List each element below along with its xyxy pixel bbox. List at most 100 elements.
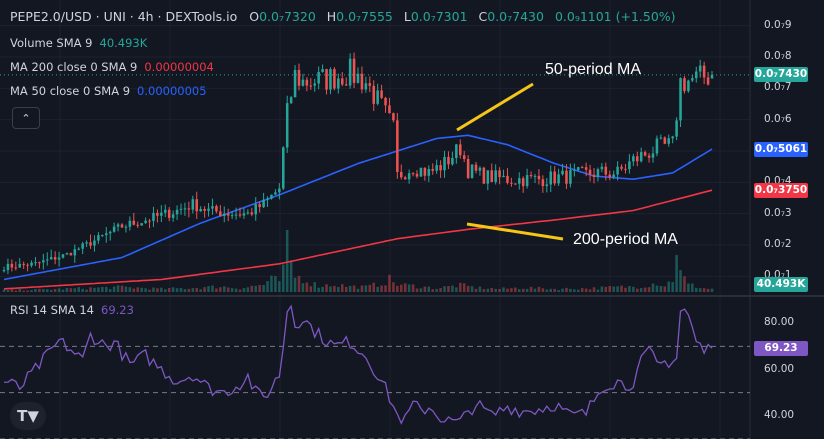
candle-body (297, 70, 301, 86)
legend-rsi[interactable]: RSI 14 SMA 14 69.23 (10, 303, 134, 317)
candle-body (639, 152, 643, 162)
collapse-legend-button[interactable]: ⌃ (12, 107, 40, 129)
candle-body (679, 78, 682, 121)
candle-body (427, 169, 431, 176)
candle-body (108, 231, 112, 234)
volume-bar (364, 285, 368, 292)
volume-bars (2, 230, 714, 292)
legend-volume[interactable]: Volume SMA 9 40.493K (10, 36, 147, 50)
candle-body (632, 156, 635, 162)
volume-bar (222, 286, 226, 292)
volume-bar (380, 285, 383, 292)
candle-body (549, 171, 553, 185)
volume-bar (443, 286, 446, 292)
volume-bar (616, 286, 619, 292)
volume-bar (541, 288, 545, 292)
volume-bar (588, 289, 592, 292)
volume-bar (175, 288, 179, 292)
legend-ma200[interactable]: MA 200 close 0 SMA 9 0.00000004 (10, 60, 214, 74)
volume-bar (612, 286, 615, 292)
volume-bar (663, 286, 667, 292)
o-value: 0.0₇7320 (259, 9, 316, 24)
price-tick-label: 0.0₇7 (764, 81, 792, 94)
candle-body (69, 253, 73, 256)
candle-body (506, 175, 509, 183)
volume-bar (643, 287, 647, 292)
rsi-tick-label: 60.00 (764, 362, 795, 375)
candle-body (348, 58, 352, 86)
candle-body (148, 220, 151, 222)
price-tag: 0.0₇7430 (754, 67, 808, 83)
candle-body (81, 243, 84, 249)
candle-body (694, 71, 698, 79)
ma200-line (3, 189, 713, 290)
volume-bar (69, 288, 73, 292)
candle-body (360, 73, 364, 90)
candle-body (238, 214, 242, 216)
price-tick-label: 0.0₇6 (764, 112, 792, 125)
candle-body (274, 192, 277, 195)
legend-ma50[interactable]: MA 50 close 0 SMA 9 0.00000005 (10, 84, 207, 98)
volume-value: 40.493K (99, 36, 148, 50)
candle-body (254, 204, 258, 215)
volume-bar (549, 288, 553, 292)
candle-body (470, 164, 474, 179)
volume-bar (57, 288, 61, 292)
volume-bar (710, 288, 714, 292)
candle-body (419, 167, 423, 177)
volume-bar (97, 287, 100, 292)
candle-body (215, 206, 218, 212)
volume-bar (156, 288, 159, 292)
candle-body (514, 183, 517, 185)
rsi-tick-label: 80.00 (764, 316, 795, 329)
volume-bar (655, 285, 659, 292)
candle-body (706, 77, 710, 85)
tv-logo-icon: T▼ (17, 407, 39, 425)
candle-body (671, 136, 674, 139)
candle-body (667, 138, 671, 144)
volume-bar (675, 254, 678, 292)
candle-body (207, 208, 210, 211)
candle-body (93, 240, 96, 246)
candle-body (140, 223, 143, 226)
ma200-value: 0.00000004 (144, 60, 214, 74)
candle-body (616, 166, 619, 175)
volume-bar (486, 288, 490, 292)
volume-bar (203, 287, 206, 292)
candle-body (392, 113, 395, 121)
candle-body (403, 177, 407, 180)
candle-body (659, 137, 663, 139)
volume-bar (478, 286, 482, 292)
candle-body (38, 262, 41, 264)
volume-bar (702, 288, 706, 292)
volume-bar (411, 284, 415, 292)
price-tick-label: 0.0₇2 (764, 238, 792, 250)
volume-bar (580, 288, 584, 292)
candle-body (356, 73, 360, 83)
candle-body (517, 178, 521, 184)
volume-bar (600, 286, 604, 292)
volume-bar (671, 282, 674, 292)
candle-body (104, 233, 108, 236)
candle-body (337, 78, 340, 89)
volume-bar (490, 287, 494, 292)
candle-body (411, 173, 415, 175)
volume-bar (14, 290, 18, 292)
candle-body (352, 58, 356, 83)
volume-bar (506, 288, 509, 292)
candle-body (596, 169, 600, 178)
candle-body (230, 215, 234, 217)
volume-bar (140, 287, 143, 292)
candle-body (156, 212, 159, 216)
candle-body (222, 213, 226, 216)
volume-bar (360, 285, 364, 292)
volume-bar (61, 289, 65, 292)
volume-bar (2, 289, 6, 292)
volume-bar (238, 289, 242, 292)
volume-bar (368, 284, 372, 292)
candle-body (285, 103, 289, 148)
volume-bar (687, 283, 690, 292)
volume-bar (65, 287, 69, 292)
tradingview-logo[interactable]: T▼ (10, 402, 46, 430)
